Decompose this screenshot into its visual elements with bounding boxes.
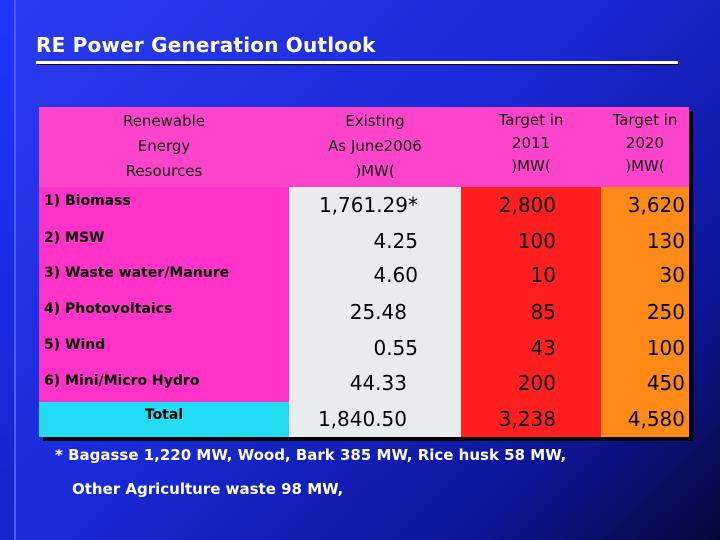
header-target-2020: Target in 2020 )MW(: [601, 109, 689, 178]
t2011-total: 3,238: [498, 407, 556, 431]
t2011-msw: 100: [517, 229, 556, 253]
t2020-hydro: 450: [646, 371, 685, 395]
footnote-line-2: Other Agriculture waste 98 MW,: [72, 480, 344, 498]
header-t2011-line2: 2011: [511, 134, 551, 152]
header-cell-existing: [289, 107, 461, 187]
slide-title: RE Power Generation Outlook: [36, 33, 376, 57]
header-existing-line3: )MW(: [355, 162, 395, 180]
existing-waste-water: 4.60: [373, 263, 418, 287]
t2011-waste-water: 10: [530, 263, 556, 287]
header-resources-line2: Energy: [137, 137, 191, 155]
row-label-total: Total: [144, 407, 184, 423]
re-outlook-table: Renewable Energy Resources Existing As J…: [39, 107, 689, 437]
row-label-photovoltaics: 4) Photovoltaics: [44, 301, 173, 317]
resources-column: [39, 187, 289, 402]
t2020-msw: 130: [646, 229, 685, 253]
row-label-msw: 2) MSW: [44, 230, 105, 246]
header-resources: Renewable Energy Resources: [39, 109, 289, 184]
existing-photovoltaics: 25.48: [349, 300, 407, 324]
header-t2020-line3: )MW(: [625, 157, 665, 175]
t2011-hydro: 200: [517, 371, 556, 395]
header-t2020-line2: 2020: [625, 134, 665, 152]
t2020-biomass: 3,620: [627, 193, 685, 217]
t2020-wind: 100: [646, 336, 685, 360]
existing-wind: 0.55: [373, 336, 418, 360]
existing-biomass: 1,761.29*: [318, 193, 418, 217]
total-label-cell: [39, 402, 289, 437]
t2020-photovoltaics: 250: [646, 300, 685, 324]
t2011-wind: 43: [530, 336, 556, 360]
header-resources-line3: Resources: [125, 162, 203, 180]
existing-hydro: 44.33: [349, 371, 407, 395]
existing-total: 1,840.50: [317, 407, 407, 431]
row-label-hydro: 6) Mini/Micro Hydro: [44, 373, 200, 389]
t2011-biomass: 2,800: [498, 193, 556, 217]
t2011-photovoltaics: 85: [530, 300, 556, 324]
row-label-wind: 5) Wind: [44, 337, 106, 353]
row-label-waste-water: 3) Waste water/Manure: [44, 265, 230, 281]
header-cell-target-2020: [601, 107, 689, 187]
header-cell-target-2011: [461, 107, 601, 187]
existing-column: [289, 187, 461, 437]
header-existing: Existing As June2006 )MW(: [289, 109, 461, 184]
title-underline: [36, 61, 678, 64]
target-2011-column: [461, 187, 601, 437]
header-resources-line1: Renewable: [122, 112, 206, 130]
t2020-waste-water: 30: [659, 263, 685, 287]
t2020-total: 4,580: [627, 407, 685, 431]
header-t2011-line1: Target in: [498, 111, 564, 129]
header-existing-line2: As June2006: [328, 137, 422, 155]
left-accent-stripe: [0, 0, 16, 540]
target-2020-column: [601, 187, 689, 437]
row-label-biomass: 1) Biomass: [44, 193, 131, 209]
existing-msw: 4.25: [373, 229, 418, 253]
header-target-2011: Target in 2011 )MW(: [461, 109, 601, 178]
header-t2011-line3: )MW(: [511, 157, 551, 175]
header-existing-line1: Existing: [345, 112, 405, 130]
header-cell-resources: [39, 107, 289, 187]
header-t2020-line1: Target in: [612, 111, 678, 129]
footnote-line-1: * Bagasse 1,220 MW, Wood, Bark 385 MW, R…: [55, 446, 567, 464]
